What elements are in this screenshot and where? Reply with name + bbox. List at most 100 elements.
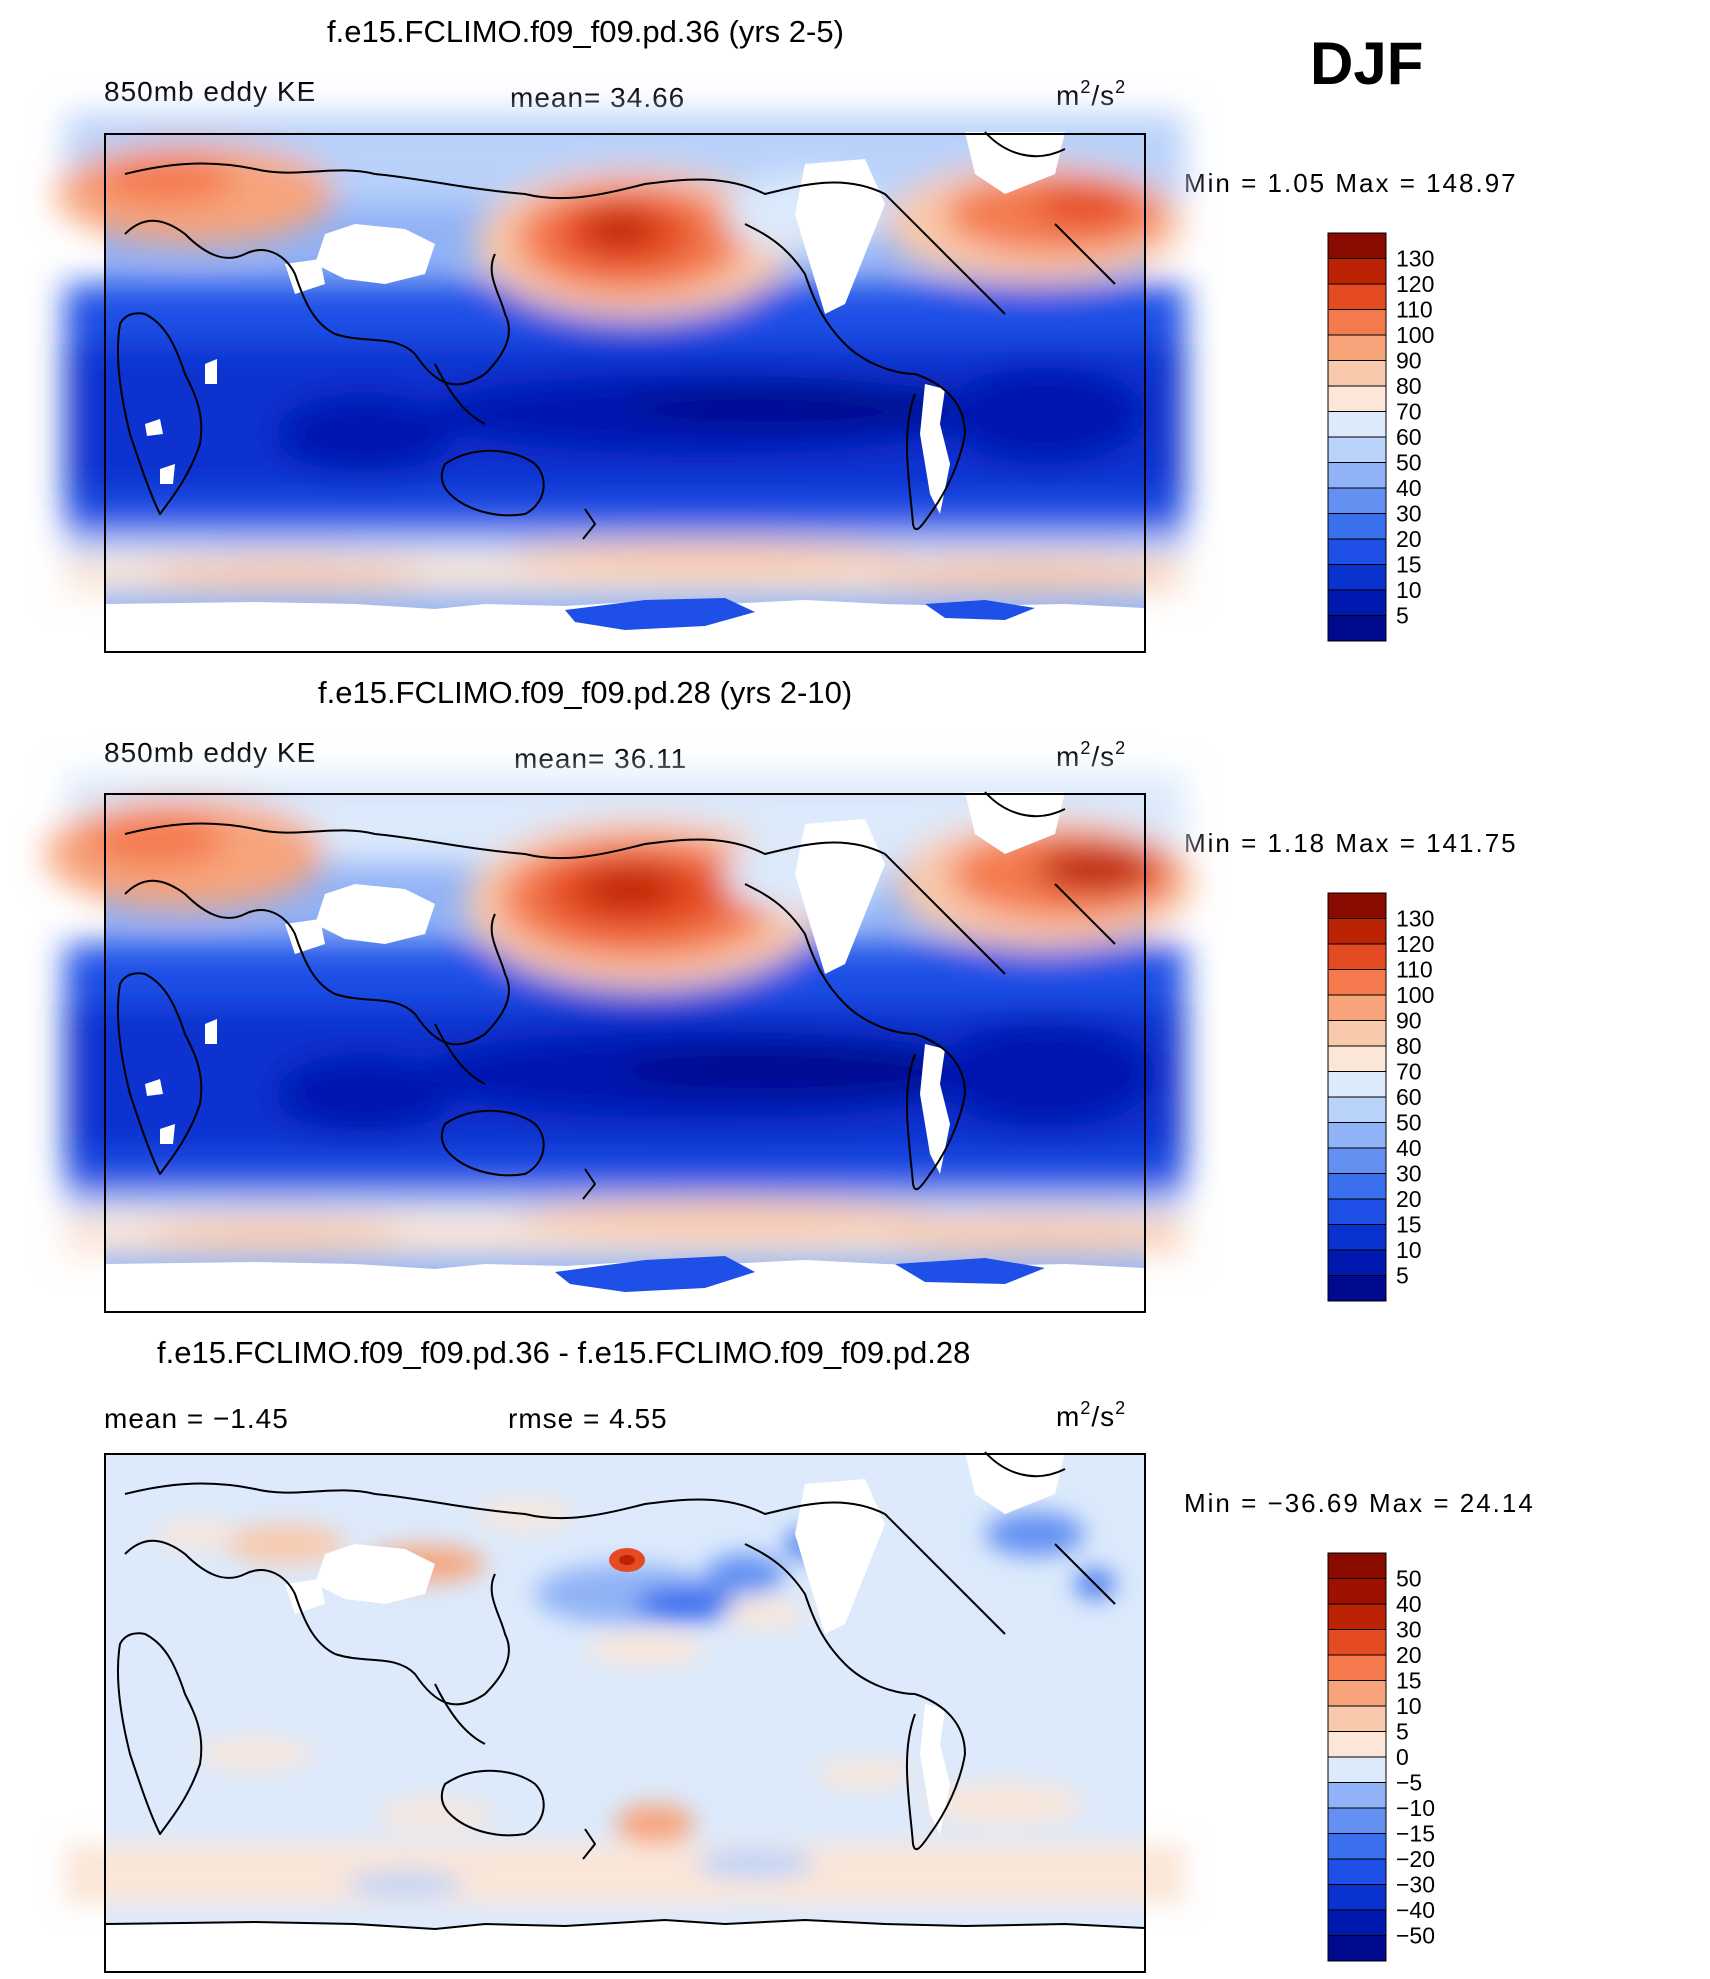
colorbar-swatch (1327, 334, 1387, 361)
colorbar-label: 60 (1396, 1084, 1422, 1110)
colorbar-label: −5 (1396, 1770, 1422, 1796)
panel-3-min-max: Min = −36.69 Max = 24.14 (1184, 1488, 1535, 1518)
colorbar-label: −40 (1396, 1897, 1435, 1923)
colorbar-label: 20 (1396, 526, 1422, 552)
colorbar-swatch (1327, 1020, 1387, 1047)
colorbar-label: 100 (1396, 322, 1434, 348)
panel-1-variable-label: 850mb eddy KE (104, 76, 317, 107)
colorbar-swatch (1327, 1909, 1387, 1936)
colorbar-label: 60 (1396, 424, 1422, 450)
colorbar-swatch (1327, 969, 1387, 996)
colorbar-swatch (1327, 1807, 1387, 1834)
colorbar-label: 20 (1396, 1642, 1422, 1668)
colorbar-swatch (1327, 1552, 1387, 1579)
colorbar-swatch (1327, 487, 1387, 514)
colorbar-label: −50 (1396, 1923, 1435, 1949)
panel-1-mean-label: mean= 34.66 (510, 82, 686, 113)
colorbar-label: 100 (1396, 982, 1434, 1008)
colorbar-label: 5 (1396, 1719, 1409, 1745)
colorbar-label: 110 (1396, 957, 1433, 983)
colorbar-swatch (1327, 1833, 1387, 1860)
colorbar-swatch (1327, 283, 1387, 310)
colorbar-swatch (1327, 1275, 1387, 1302)
colorbar-label: 40 (1396, 1135, 1422, 1161)
colorbar-label: 50 (1396, 1566, 1422, 1592)
colorbar-label: 40 (1396, 1591, 1422, 1617)
colorbar-label: 80 (1396, 1033, 1422, 1059)
colorbar-label: 70 (1396, 399, 1422, 425)
colorbar-swatch (1327, 994, 1387, 1021)
panel-2-map (45, 774, 1195, 1313)
colorbar-swatch (1327, 1045, 1387, 1072)
colorbar-label: 130 (1396, 906, 1434, 932)
panel-2-variable-label: 850mb eddy KE (104, 737, 317, 768)
panel-1-units: m2/s2 (1056, 77, 1127, 111)
colorbar-swatch (1327, 1578, 1387, 1605)
colorbar-label: 80 (1396, 373, 1422, 399)
colorbar-label: 50 (1396, 450, 1422, 476)
colorbar-swatch (1327, 1680, 1387, 1707)
colorbar-swatch (1327, 309, 1387, 336)
colorbar-label: 15 (1396, 1668, 1422, 1694)
colorbar-label: 40 (1396, 475, 1422, 501)
colorbar-swatch (1327, 258, 1387, 285)
colorbar-swatch (1327, 1654, 1387, 1681)
colorbar-label: 110 (1396, 297, 1433, 323)
panel-2-mean-label: mean= 36.11 (514, 743, 688, 774)
colorbar-swatch (1327, 918, 1387, 945)
colorbar-label: 50 (1396, 1110, 1422, 1136)
colorbar-swatch (1327, 436, 1387, 463)
colorbar-swatch (1327, 1782, 1387, 1809)
colorbar-label: 10 (1396, 1237, 1422, 1263)
panel-2-title: f.e15.FCLIMO.f09_f09.pd.28 (yrs 2-10) (318, 675, 853, 710)
colorbar-swatch (1327, 1071, 1387, 1098)
colorbar-label: −30 (1396, 1872, 1435, 1898)
colorbar-swatch (1327, 564, 1387, 591)
colorbar-label: 5 (1396, 1263, 1409, 1289)
season-label: DJF (1310, 30, 1424, 97)
colorbar-label: 120 (1396, 271, 1434, 297)
colorbar-label: 20 (1396, 1186, 1422, 1212)
colorbar-label: −15 (1396, 1821, 1435, 1847)
colorbar-label: 90 (1396, 1008, 1422, 1034)
colorbar-label: 30 (1396, 1161, 1422, 1187)
colorbar-swatch (1327, 232, 1387, 259)
colorbar-swatch (1327, 513, 1387, 540)
colorbar-swatch (1327, 615, 1387, 642)
colorbar-swatch (1327, 1122, 1387, 1149)
colorbar-label: 15 (1396, 552, 1422, 578)
colorbar-label: 120 (1396, 931, 1434, 957)
colorbar-label: 15 (1396, 1212, 1422, 1238)
colorbar-swatch (1327, 1603, 1387, 1630)
colorbar-swatch (1327, 462, 1387, 489)
colorbar-swatch (1327, 1198, 1387, 1225)
colorbar-swatch (1327, 1756, 1387, 1783)
panel-1-min-max: Min = 1.05 Max = 148.97 (1184, 168, 1518, 198)
colorbar-swatch (1327, 1147, 1387, 1174)
colorbar-swatch (1327, 538, 1387, 565)
panel-1-map (55, 114, 1185, 653)
colorbar-swatch (1327, 1224, 1387, 1251)
panel-3-mean-label: mean = −1.45 (104, 1403, 289, 1434)
panel-2-min-max: Min = 1.18 Max = 141.75 (1184, 828, 1518, 858)
colorbar-label: 5 (1396, 603, 1409, 629)
colorbar-swatch (1327, 943, 1387, 970)
colorbar-swatch (1327, 1629, 1387, 1656)
colorbar-swatch (1327, 1884, 1387, 1911)
colorbar-label: 30 (1396, 1617, 1422, 1643)
panel-3-units: m2/s2 (1056, 1398, 1127, 1432)
colorbar-label: 70 (1396, 1059, 1422, 1085)
colorbar-swatch (1327, 1731, 1387, 1758)
colorbar-swatch (1327, 892, 1387, 919)
colorbar-label: 10 (1396, 1693, 1422, 1719)
panel-3-rmse-label: rmse = 4.55 (508, 1403, 668, 1434)
panel-3-title: f.e15.FCLIMO.f09_f09.pd.36 - f.e15.FCLIM… (157, 1335, 971, 1370)
colorbar-swatch (1327, 1249, 1387, 1276)
panel-3-map (65, 1451, 1185, 1973)
colorbar-label: 90 (1396, 348, 1422, 374)
colorbar-swatch (1327, 411, 1387, 438)
colorbar-label: 130 (1396, 246, 1434, 272)
